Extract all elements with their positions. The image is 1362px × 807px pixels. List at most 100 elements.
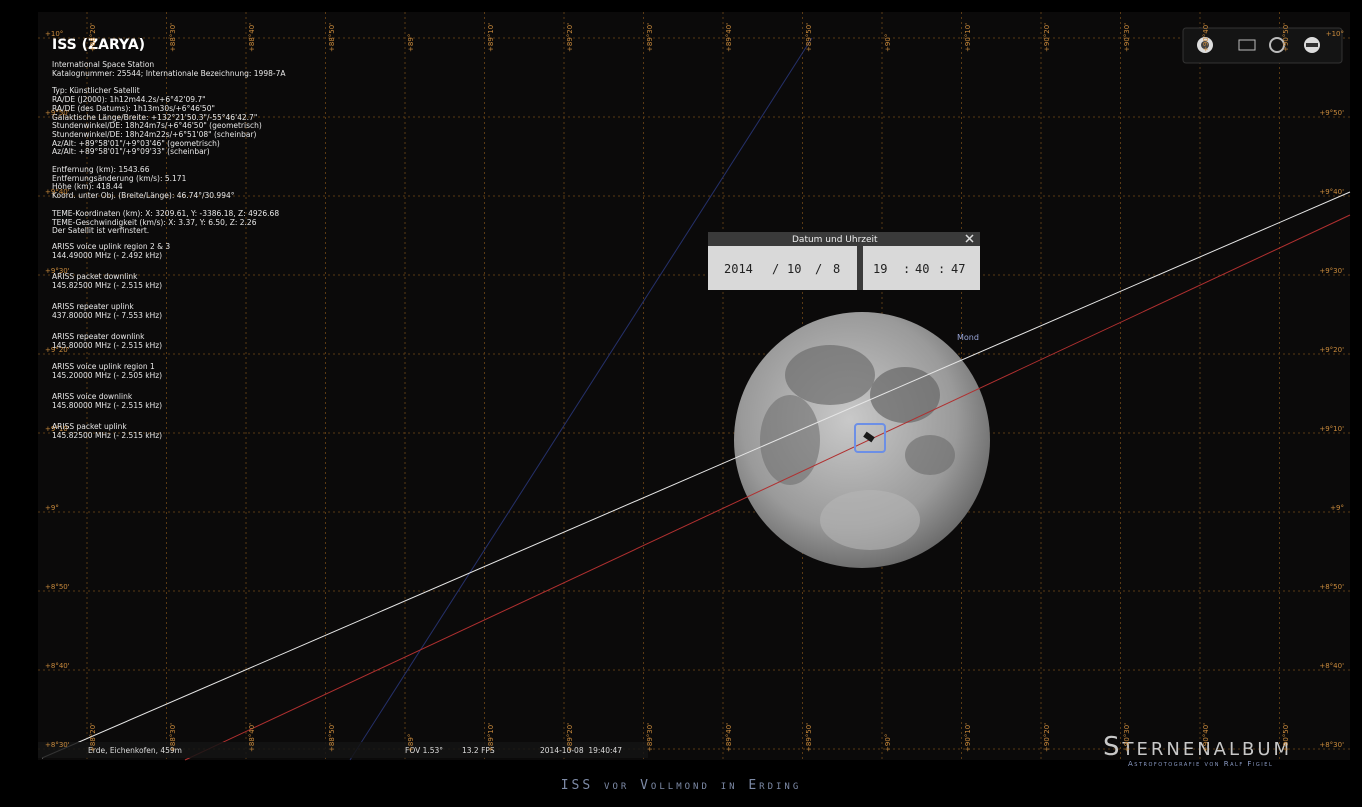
radio-frequency: 145.80000 MHz (- 2.515 kHz) [52,400,163,410]
info-line: Typ: Künstlicher Satellit [52,86,140,96]
info-line: International Space Station [52,60,155,69]
azimuth-label: +90°20' [1043,22,1051,52]
info-line: Der Satellit ist verfinstert. [52,226,150,236]
altitude-label: +9° [1330,504,1344,512]
azimuth-label: +89°20' [566,22,574,52]
radio-frequency: 145.82500 MHz (- 2.515 kHz) [52,430,163,440]
altitude-label: +9°30' [45,267,70,275]
azimuth-label: +90°30' [1122,722,1131,752]
equator-line [184,214,1351,761]
azimuth-label: +89° [407,733,415,752]
azimuth-label: +89°10' [486,22,495,52]
azimuth-label: +89°30' [645,22,654,52]
radio-frequency: 145.80000 MHz (- 2.515 kHz) [52,340,163,350]
azimuth-label: +90°30' [1122,22,1131,52]
dialog-field[interactable]: 10 [787,262,802,276]
toolbar [1182,27,1343,64]
altitude-label: +9°30' [1319,267,1344,275]
radio-name: ARISS packet downlink [52,271,138,281]
grid [38,12,1350,760]
highland [820,490,920,550]
altitude-label: +9°20' [45,346,70,354]
status-fov: FOV 1.53° [405,746,444,755]
azimuth-label: +90°40' [1202,722,1210,752]
azimuth-label: +90°10' [963,22,972,52]
altitude-label: +9°50' [1319,109,1344,117]
dialog-close[interactable] [965,234,974,243]
azimuth-label: +89°50' [804,722,813,752]
selection-marker[interactable] [854,423,886,453]
info-line: Höhe (km): 418.44 [52,182,123,192]
info-line: Entfernungsänderung (km/s): 5.171 [52,173,187,183]
moon[interactable] [734,312,990,568]
altitude-label: +8°30' [45,741,70,749]
dialog-field[interactable]: 40 [915,262,930,276]
altitude-label: +9°10' [45,425,70,433]
azimuth-label: +88°40' [248,22,256,52]
toolbar-icon [1306,43,1318,47]
altitude-label: +8°30' [1319,741,1344,749]
status-bar [38,742,648,758]
radio-frequency: 145.20000 MHz (- 2.505 kHz) [52,370,163,380]
moon-label: Mond [957,333,979,342]
dialog-titlebar [708,232,980,246]
altitude-label: +9°40' [45,188,70,196]
toolbar-button[interactable] [1238,39,1256,51]
radio-name: ARISS voice uplink region 2 & 3 [52,241,171,251]
watermark-subtitle: Astrofotografie von Ralf Figiel [1128,760,1274,768]
info-line: TEME-Geschwindigkeit (km/s): X: 3.37, Y:… [52,217,257,227]
dialog-title: Datum und Uhrzeit [792,235,878,245]
radio-name: ARISS packet uplink [52,421,127,431]
altitude-label: +9°20' [1319,346,1344,354]
dialog-field: : [903,262,911,276]
azimuth-label: +90°50' [1281,22,1290,52]
mare [870,367,940,423]
watermark-name: Sternenalbum [1103,732,1293,762]
info-line: Galaktische Länge/Breite: +132°21'50.3"/… [52,112,258,122]
azimuth-label: +88°20' [89,22,97,52]
azimuth-label: +88°40' [248,722,256,752]
azimuth-label: +88°30' [168,22,177,52]
radio-frequency: 144.49000 MHz (- 2.492 kHz) [52,250,163,260]
altitude-label: +8°40' [1319,662,1344,670]
azimuth-label: +90°40' [1202,22,1210,52]
dialog-field[interactable]: 8 [833,262,841,276]
azimuth-label: +90°50' [1281,722,1290,752]
radio-name: ARISS voice uplink region 1 [52,361,155,371]
info-line: RA/DE (des Datums): 1h13m30s/+6°46'50" [52,103,215,113]
dialog-field[interactable]: 2014 [724,262,753,276]
info-line: Az/Alt: +89°58'01"/+9°09'33" (scheinbar) [52,147,210,157]
status-datetime: 2014-10-08 19:40:47 [540,746,623,755]
dialog-field: / [772,262,780,276]
mare [785,345,875,405]
azimuth-label: +89°40' [725,722,733,752]
dialog-field: / [815,262,823,276]
dialog-field: : [938,262,946,276]
altitude-label: +9°40' [1319,188,1344,196]
azimuth-label: +89°30' [645,722,654,752]
meridian-line [349,37,813,761]
azimuth-label: +89°50' [804,22,813,52]
toolbar-icon [1201,41,1209,49]
toolbar-button[interactable] [1269,37,1285,53]
status-fps: 13.2 FPS [462,746,495,755]
object-title: ISS (ZARYA) [52,37,146,53]
altitude-label: +9°50' [45,109,70,117]
azimuth-label: +88°20' [89,722,97,752]
info-line: Stundenwinkel/DE: 18h24m22s/+6°51'08" (s… [52,129,257,139]
azimuth-label: +90° [884,33,892,52]
iss-icon [863,431,875,443]
azimuth-label: +90° [884,733,892,752]
status-location: Erde, Eichenkofen, 459m [88,746,182,755]
azimuth-label: +88°30' [168,722,177,752]
azimuth-label: +90°10' [963,722,972,752]
altitude-label: +8°50' [45,583,70,591]
altitude-label: +8°50' [1319,583,1344,591]
radio-name: ARISS voice downlink [52,391,133,401]
info-line: Katalognummer: 25544; Internationale Bez… [52,68,286,78]
dialog-field[interactable]: 47 [951,262,966,276]
info-line: RA/DE (J2000): 1h12m44.2s/+6°42'09.7" [52,95,206,105]
dialog-field[interactable]: 19 [873,262,888,276]
